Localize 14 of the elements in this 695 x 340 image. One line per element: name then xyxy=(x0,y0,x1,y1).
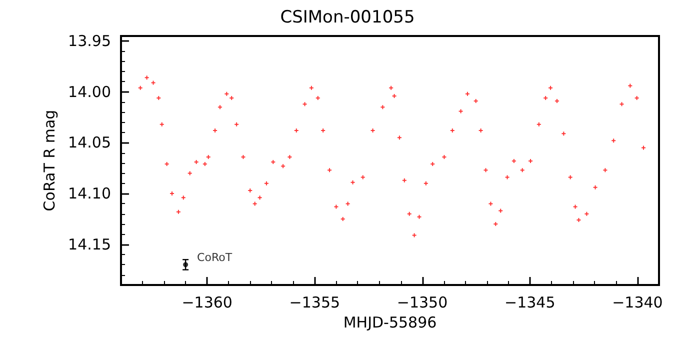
y-tick-label: 14.10 xyxy=(68,184,111,203)
y-tick-label: 13.95 xyxy=(68,32,111,50)
x-tick-label: −1345 xyxy=(504,294,556,312)
x-tick-label: −1355 xyxy=(289,294,340,312)
x-tick-label: −1340 xyxy=(612,294,663,312)
y-axis-title: CoRaT R mag xyxy=(40,110,59,212)
chart-title: CSIMon-001055 xyxy=(280,8,415,28)
y-tick-label: 14.05 xyxy=(68,134,111,152)
x-axis-title: MHJD-55896 xyxy=(343,314,437,332)
y-tick-label: 14.00 xyxy=(68,82,111,101)
y-tick-label: 14.15 xyxy=(68,235,111,254)
x-tick-label: −1350 xyxy=(396,294,448,312)
series-label: CoRoT xyxy=(197,251,232,264)
x-tick-label: −1360 xyxy=(182,294,232,312)
